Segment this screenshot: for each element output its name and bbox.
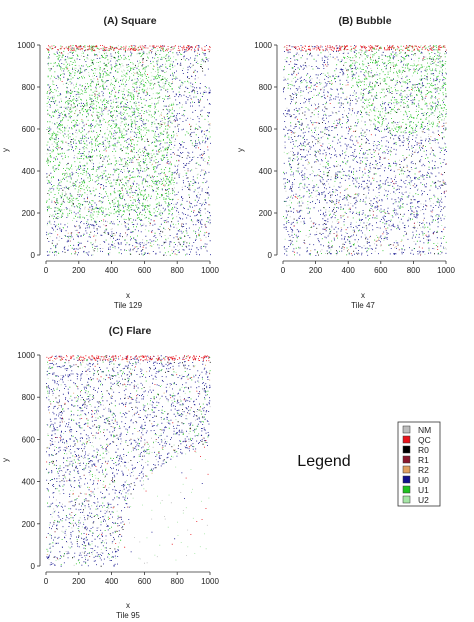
legend-label-u2: U2 <box>418 495 429 505</box>
x-tick-label: 200 <box>72 577 86 586</box>
x-tick-label: 0 <box>44 266 49 275</box>
y-tick-label: 400 <box>259 167 273 176</box>
y-tick-label: 1000 <box>254 41 272 50</box>
points-u0 <box>46 45 211 256</box>
points-u0 <box>46 355 211 567</box>
points-r2 <box>48 45 211 255</box>
legend-label-nm: NM <box>418 425 431 435</box>
y-tick-label: 400 <box>22 167 36 176</box>
x-tick-label: 400 <box>342 266 356 275</box>
x-tick-label: 1000 <box>201 577 219 586</box>
legend-swatch-nm <box>402 425 411 434</box>
panel-b-points <box>283 45 447 256</box>
y-tick-label: 400 <box>22 478 36 487</box>
x-tick-label: 200 <box>72 266 86 275</box>
panel-c-tile-label: Tile 95 <box>116 611 140 620</box>
legend-swatch-r2 <box>402 465 411 474</box>
panel-c-ylabel: y <box>1 458 10 462</box>
y-tick-label: 800 <box>22 393 36 402</box>
legend-swatch-r0 <box>402 445 411 454</box>
x-tick-label: 600 <box>138 577 152 586</box>
panel-b-title: (B) Bubble <box>338 15 391 27</box>
x-tick-label: 600 <box>374 266 388 275</box>
legend-swatch-u0 <box>402 475 411 484</box>
x-tick-label: 800 <box>171 577 185 586</box>
x-tick-label: 1000 <box>201 266 219 275</box>
y-tick-label: 200 <box>22 520 36 529</box>
y-tick-label: 600 <box>22 125 36 134</box>
points-qc <box>284 45 447 255</box>
panel-a-tile-label: Tile 129 <box>114 301 143 310</box>
panel-a-xlabel: x <box>126 291 130 300</box>
y-tick-label: 200 <box>259 209 273 218</box>
panel-b: (B) Bubble 0 200 400 600 800 1000 0 200 400 600 80… <box>236 15 455 310</box>
legend-heading: Legend <box>297 453 350 470</box>
x-tick-label: 400 <box>105 577 119 586</box>
panel-a: (A) Square 0 200 400 600 800 1000 0 200 400 600 80… <box>1 15 219 310</box>
points-u0 <box>283 45 447 256</box>
legend-swatch-u2 <box>402 495 411 504</box>
points-qc <box>46 355 210 548</box>
y-tick-label: 800 <box>259 83 273 92</box>
panel-c-xlabel: x <box>126 601 130 610</box>
panel-a-axes: 0 200 400 600 800 1000 0 200 400 600 800 1000 <box>17 41 219 275</box>
y-tick-label: 600 <box>259 125 273 134</box>
panel-c-title: (C) Flare <box>109 325 152 337</box>
panel-b-xlabel: x <box>361 291 365 300</box>
y-tick-label: 1000 <box>17 41 35 50</box>
points-u1 <box>283 45 447 256</box>
legend-swatch-qc <box>402 435 411 444</box>
panel-c-points <box>46 355 211 567</box>
points-r2 <box>46 358 211 555</box>
panel-b-axes: 0 200 400 600 800 1000 0 200 400 600 800 1000 <box>254 41 455 275</box>
x-tick-label: 800 <box>171 266 185 275</box>
legend-label-qc: QC <box>418 435 431 445</box>
panel-b-tile-label: Tile 47 <box>351 301 375 310</box>
x-tick-label: 0 <box>44 577 49 586</box>
legend-label-r0: R0 <box>418 445 429 455</box>
points-u2 <box>46 355 210 561</box>
panel-a-ylabel: y <box>1 148 10 152</box>
legend-label-r1: R1 <box>418 455 429 465</box>
legend-label-u0: U0 <box>418 475 429 485</box>
y-tick-label: 600 <box>22 435 36 444</box>
points-r1 <box>46 362 211 560</box>
x-tick-label: 400 <box>105 266 119 275</box>
x-tick-label: 1000 <box>437 266 455 275</box>
panel-b-ylabel: y <box>236 148 245 152</box>
points-nm <box>283 45 447 256</box>
legend-swatch-r1 <box>402 455 411 464</box>
panel-c-axes: 0 200 400 600 800 1000 0 200 400 600 800 1000 <box>17 351 219 586</box>
y-tick-label: 0 <box>31 251 36 260</box>
panel-c: (C) Flare 0 200 400 600 800 1000 0 200 400 600 800… <box>1 325 219 620</box>
panel-a-title: (A) Square <box>103 15 156 27</box>
y-tick-label: 200 <box>22 209 36 218</box>
points-u1 <box>46 355 211 566</box>
legend-label-u1: U1 <box>418 485 429 495</box>
y-tick-label: 800 <box>22 83 36 92</box>
panel-a-points <box>46 45 211 256</box>
x-tick-label: 200 <box>309 266 323 275</box>
y-tick-label: 0 <box>31 562 36 571</box>
legend-label-r2: R2 <box>418 465 429 475</box>
x-tick-label: 800 <box>407 266 421 275</box>
x-tick-label: 0 <box>281 266 286 275</box>
y-tick-label: 0 <box>268 251 273 260</box>
legend-swatch-u1 <box>402 485 411 494</box>
x-tick-label: 600 <box>138 266 152 275</box>
y-tick-label: 1000 <box>17 351 35 360</box>
